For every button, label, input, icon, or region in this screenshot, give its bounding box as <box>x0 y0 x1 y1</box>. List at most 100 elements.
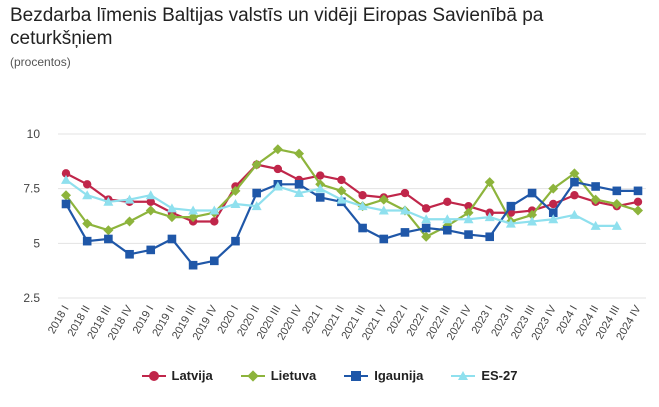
legend-swatch <box>451 370 476 381</box>
data-point <box>591 182 600 191</box>
data-point <box>251 159 262 170</box>
data-point <box>400 188 410 198</box>
data-point <box>166 212 177 223</box>
data-point <box>484 212 495 222</box>
legend-item-latvija[interactable]: Latvija <box>141 368 213 383</box>
data-point <box>612 186 622 196</box>
data-point <box>590 220 601 230</box>
data-point <box>82 180 92 189</box>
data-point <box>485 232 495 242</box>
data-point <box>82 190 93 200</box>
data-point <box>82 236 92 246</box>
legend-label: ES-27 <box>481 368 518 383</box>
data-point <box>548 214 559 224</box>
data-point <box>273 164 283 174</box>
series-es-27 <box>61 174 622 230</box>
data-point <box>316 171 325 180</box>
legend-label: Lietuva <box>270 368 317 383</box>
data-point <box>124 194 135 204</box>
data-point <box>166 203 177 213</box>
y-tick-label: 7.5 <box>23 182 40 196</box>
data-point <box>464 230 473 239</box>
data-point <box>209 205 220 215</box>
data-point <box>358 191 367 200</box>
data-point <box>378 194 389 205</box>
data-point <box>188 205 199 215</box>
data-point <box>61 169 71 178</box>
data-point <box>125 249 134 259</box>
data-point <box>569 168 580 179</box>
data-point <box>337 175 346 185</box>
data-point <box>82 218 93 229</box>
data-point <box>294 179 304 189</box>
data-point <box>549 199 558 209</box>
y-tick-label: 5 <box>33 236 40 250</box>
data-point <box>315 183 326 193</box>
data-point <box>400 228 410 237</box>
data-point <box>421 204 431 213</box>
data-point <box>167 234 177 244</box>
data-point <box>442 214 453 224</box>
data-point <box>230 185 241 196</box>
data-point <box>633 186 643 196</box>
data-point <box>590 194 601 205</box>
data-point <box>443 197 452 206</box>
data-point <box>145 205 156 216</box>
data-point <box>548 183 559 194</box>
legend-swatch <box>141 370 166 381</box>
data-point <box>633 197 643 206</box>
legend-item-igaunija[interactable]: Igaunija <box>344 368 423 383</box>
data-point <box>188 260 198 270</box>
data-point <box>506 201 516 211</box>
data-point <box>230 198 241 208</box>
data-point <box>548 208 558 218</box>
chart-subtitle: (procentos) <box>10 55 71 69</box>
data-point <box>358 223 367 233</box>
y-axis-ticks: 2.5 5 7.5 10 <box>23 127 40 305</box>
legend-item-lietuva[interactable]: Lietuva <box>240 368 317 383</box>
data-point <box>633 205 643 216</box>
data-point <box>272 181 283 191</box>
data-point <box>231 236 240 246</box>
grid-lines <box>58 133 646 299</box>
series-lietuva <box>61 144 643 242</box>
data-point <box>484 177 495 188</box>
data-point <box>145 190 156 200</box>
data-point <box>378 205 389 215</box>
legend-label: Latvija <box>171 368 213 383</box>
data-point <box>294 188 305 198</box>
legend-label: Igaunija <box>374 368 424 383</box>
data-point <box>443 225 452 235</box>
y-tick-label: 10 <box>27 127 41 141</box>
data-point <box>357 201 368 211</box>
data-point <box>336 194 347 204</box>
data-point <box>315 193 325 202</box>
legend-item-es-27[interactable]: ES-27 <box>451 368 517 383</box>
data-point <box>527 209 538 220</box>
data-point <box>505 218 516 228</box>
legend-swatch <box>240 369 265 382</box>
legend: Latvija Lietuva Igaunija ES-27 <box>0 368 659 384</box>
legend-swatch <box>344 370 369 381</box>
data-point <box>336 185 347 196</box>
data-point <box>104 234 113 244</box>
data-point <box>463 214 474 224</box>
data-point <box>209 256 219 266</box>
data-point <box>103 196 114 206</box>
series-line-igaunija <box>65 181 638 267</box>
data-point <box>569 209 580 219</box>
data-point <box>272 144 283 155</box>
data-point <box>61 190 71 201</box>
data-point <box>379 234 389 244</box>
data-point <box>251 201 262 211</box>
data-point <box>146 197 155 206</box>
data-point <box>252 188 261 198</box>
data-point <box>421 214 432 224</box>
data-point <box>61 174 71 184</box>
data-point <box>399 205 410 215</box>
y-tick-label: 2.5 <box>23 291 40 305</box>
data-point <box>527 216 538 226</box>
data-point <box>527 188 537 198</box>
